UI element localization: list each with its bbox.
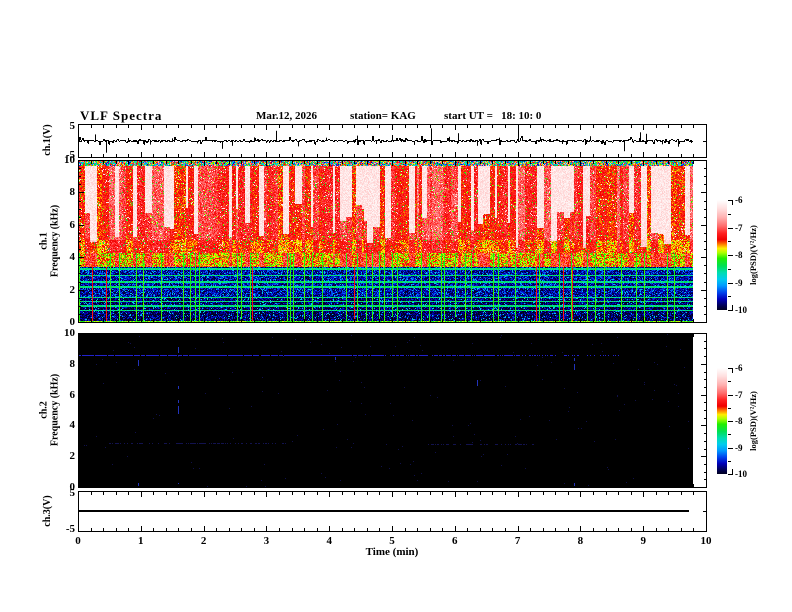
- spec2-ytick-label: 0: [69, 481, 76, 493]
- time-tick-label: 4: [326, 535, 332, 547]
- ch1v-axis-label: ch.1(V): [41, 124, 53, 156]
- spec1-ytick-label: 6: [69, 218, 76, 231]
- colorbar-tick-label: -6: [735, 195, 743, 205]
- colorbar-tick-label: -6: [735, 363, 743, 373]
- colorbar-tick-label: -8: [735, 250, 743, 260]
- colorbar-tick-label: -10: [735, 305, 747, 315]
- colorbar-tick: [728, 255, 733, 256]
- colorbar-tick: [728, 200, 733, 201]
- colorbar-tick-label: -8: [735, 416, 743, 426]
- colorbar-ch2: [717, 368, 727, 474]
- colorbar-tick: [728, 434, 731, 435]
- spec2-ytick-label: 10: [64, 327, 75, 339]
- time-tick-label: 2: [200, 535, 207, 547]
- ch1v-ytick-label: 5: [69, 120, 76, 132]
- spec1-ytick-label: 10: [64, 154, 75, 166]
- time-tick-label: 9: [640, 535, 646, 547]
- spec2-ytick-label: 8: [69, 357, 76, 370]
- colorbar-tick: [728, 381, 731, 382]
- time-tick-label: 7: [514, 535, 521, 547]
- colorbar-tick-label: -10: [735, 469, 747, 479]
- time-axis-title: Time (min): [365, 546, 419, 558]
- colorbar-tick: [728, 269, 731, 270]
- spec2-ytick-label: 6: [69, 388, 76, 401]
- colorbar-tick: [728, 448, 733, 449]
- colorbar-tick-label: -7: [735, 390, 743, 400]
- ch3v-ytick-label: 5: [69, 487, 76, 499]
- time-tick-label: 8: [577, 535, 584, 547]
- plot-date: Mar.12, 2026: [256, 110, 318, 122]
- colorbar-ch2-unit-label: log(PSD)(V²/Hz): [748, 391, 758, 451]
- colorbar-tick: [728, 368, 733, 369]
- colorbar-ch1-unit-label: log(PSD)(V²/Hz): [748, 225, 758, 285]
- ch3v-ytick-label: -5: [65, 523, 75, 535]
- time-tick-label: 10: [700, 535, 712, 547]
- colorbar-tick: [728, 421, 733, 422]
- ch3v-axis-label: ch.3(V): [41, 495, 53, 527]
- start-ut-label: start UT = 18: 10: 0: [444, 110, 542, 122]
- ch3-waveform-canvas: [78, 491, 707, 532]
- colorbar-tick: [732, 469, 733, 474]
- colorbar-tick-label: -9: [735, 278, 743, 288]
- colorbar-tick: [728, 228, 733, 229]
- spec1-ytick-label: 2: [69, 283, 76, 296]
- ch2-spectrogram-canvas: [78, 333, 707, 488]
- spec2-axis-label-line1: ch.2: [38, 401, 50, 419]
- colorbar-tick: [728, 408, 731, 409]
- spec1-axis-label-line2: Frequency (kHz): [49, 204, 60, 278]
- spec2-ytick-label: 4: [69, 419, 76, 432]
- colorbar-tick-label: -9: [735, 443, 743, 453]
- spec1-axis-label-line1: ch.1: [38, 232, 50, 250]
- spec2-axis-label-line2: Frequency (kHz): [49, 373, 60, 447]
- spec1-ytick-label: 8: [69, 186, 76, 199]
- colorbar-tick: [732, 368, 733, 373]
- spec2-axis-label: ch.2 Frequency (kHz): [38, 373, 61, 447]
- ch1-waveform-canvas: [78, 124, 707, 158]
- colorbar-tick: [728, 283, 733, 284]
- time-tick-label: 3: [263, 535, 270, 547]
- colorbar-tick: [728, 296, 731, 297]
- colorbar-tick: [728, 474, 733, 475]
- ch1v-ytick-label: -5: [65, 149, 75, 161]
- time-tick-label: 6: [452, 535, 458, 547]
- ch1-spectrogram-canvas: [78, 160, 707, 323]
- colorbar-tick: [728, 214, 731, 215]
- spec1-ytick-label: 0: [69, 316, 76, 328]
- colorbar-tick: [728, 241, 731, 242]
- colorbar-tick: [728, 310, 733, 311]
- time-tick-label: 0: [75, 535, 81, 547]
- colorbar-tick: [732, 200, 733, 205]
- spec1-ytick-label: 4: [69, 251, 76, 264]
- colorbar-tick-label: -7: [735, 223, 743, 233]
- plot-title: VLF Spectra: [80, 108, 163, 123]
- time-tick-label: 5: [389, 535, 395, 547]
- colorbar-tick: [728, 461, 731, 462]
- colorbar-tick: [732, 305, 733, 310]
- colorbar-ch1: [717, 200, 727, 310]
- spec2-ytick-label: 2: [69, 450, 76, 463]
- colorbar-tick: [728, 395, 733, 396]
- spec1-axis-label: ch.1 Frequency (kHz): [38, 204, 61, 278]
- time-tick-label: 1: [138, 535, 144, 547]
- station-label: station= KAG: [350, 110, 416, 122]
